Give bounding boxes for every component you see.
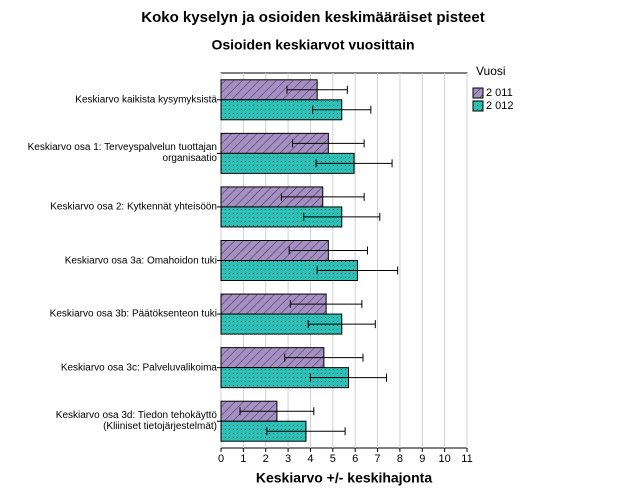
error-bar <box>292 139 365 148</box>
x-axis-label: Keskiarvo +/- keskihajonta <box>256 470 432 486</box>
error-bar <box>316 266 399 275</box>
chart-subtitle: Osioiden keskiarvot vuosittain <box>211 37 414 53</box>
error-bar <box>288 246 368 255</box>
y-tick-label: Keskiarvo osa 3c: Palveluvalikoima <box>60 362 217 374</box>
y-tick-label: Keskiarvo kaikista kysymyksistä <box>75 94 217 106</box>
x-tick-label: 8 <box>397 453 403 465</box>
legend-label: 2 012 <box>486 100 514 112</box>
error-bar <box>280 192 365 201</box>
error-bar <box>303 212 381 221</box>
error-bar <box>307 320 376 329</box>
legend-title: Vuosi <box>476 64 506 78</box>
x-tick-label: 7 <box>374 453 380 465</box>
x-tick-label: 11 <box>461 453 472 465</box>
x-tick-label: 2 <box>263 453 269 465</box>
y-tick-label: Keskiarvo osa 3d: Tiedon tehokäyttö (Kli… <box>55 410 217 433</box>
error-bar <box>289 300 363 309</box>
error-bar <box>284 353 364 362</box>
error-bar <box>312 105 372 114</box>
error-bar <box>286 85 348 94</box>
x-tick-label: 0 <box>218 453 224 465</box>
x-tick-label: 10 <box>439 453 451 465</box>
x-tick-label: 4 <box>307 453 313 465</box>
error-bar <box>266 427 346 436</box>
x-tick-label: 5 <box>330 453 336 465</box>
error-bar <box>239 407 315 416</box>
x-tick-label: 6 <box>352 453 358 465</box>
legend-swatch <box>472 100 484 112</box>
y-tick-label: Keskiarvo osa 1: Terveyspalvelun tuottaj… <box>27 142 217 165</box>
x-tick-label: 3 <box>285 453 291 465</box>
x-tick-label: 9 <box>419 453 425 465</box>
legend-label: 2 011 <box>486 87 513 99</box>
y-tick-label: Keskiarvo osa 3b: Päätöksenteon tuki <box>49 308 217 320</box>
legend-swatch <box>472 87 484 99</box>
chart-title: Koko kyselyn ja osioiden keskimääräiset … <box>141 9 485 26</box>
y-tick-label: Keskiarvo osa 2: Kytkennät yhteisöön <box>50 201 217 213</box>
y-tick-label: Keskiarvo osa 3a: Omahoidon tuki <box>64 255 217 266</box>
error-bar <box>315 159 393 168</box>
x-tick-label: 1 <box>240 453 246 465</box>
error-bar <box>309 373 387 382</box>
